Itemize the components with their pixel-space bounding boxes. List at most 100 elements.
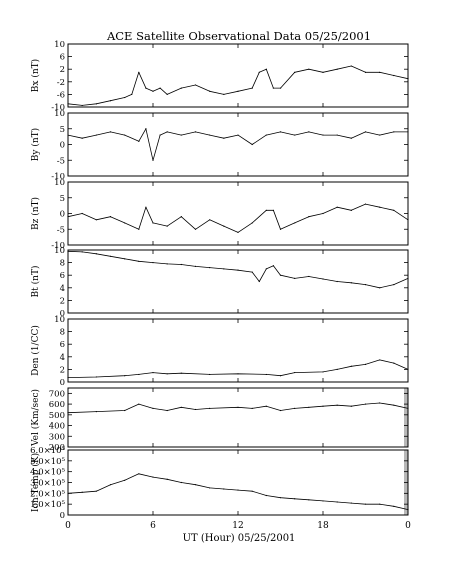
- panel-frame: [67, 181, 409, 246]
- data-point: [95, 253, 97, 255]
- data-point: [308, 406, 310, 408]
- data-point: [152, 222, 154, 224]
- panel-frame: [67, 387, 409, 448]
- data-point: [166, 93, 168, 95]
- panel-5: 10 8 6 4 2 0 Den (1/CC): [30, 315, 409, 388]
- data-point: [272, 265, 275, 267]
- data-point: [180, 406, 182, 408]
- data-point: [251, 222, 253, 224]
- data-point: [237, 406, 239, 408]
- y-tick-label: 5: [60, 194, 65, 204]
- data-point: [223, 268, 225, 270]
- y-tick-label: 300: [49, 432, 65, 442]
- y-tick-label: 2: [60, 365, 65, 375]
- data-point: [393, 131, 395, 133]
- data-point: [279, 228, 282, 230]
- panel-frame: [67, 112, 409, 177]
- y-tick-label: 6: [60, 340, 65, 350]
- data-point: [138, 228, 140, 230]
- data-point: [166, 478, 168, 480]
- y-axis-label: Bt (nT): [30, 266, 41, 298]
- data-point: [194, 84, 197, 86]
- data-point: [364, 403, 367, 405]
- data-point: [379, 134, 381, 136]
- data-point: [350, 209, 352, 211]
- data-point: [81, 251, 83, 253]
- panel-frame: [67, 318, 409, 383]
- data-point: [124, 409, 126, 412]
- panel-1: 10 6 2 -2 -6 -10 Bx (nT): [30, 40, 409, 113]
- data-point: [279, 87, 282, 89]
- data-point: [194, 228, 197, 230]
- data-point: [336, 280, 338, 283]
- data-point: [379, 503, 381, 505]
- series-line: [67, 402, 409, 414]
- y-tick-label: 1.0×10⁵: [30, 500, 65, 510]
- data-point: [152, 407, 154, 409]
- data-point: [308, 131, 310, 133]
- y-tick-label: 0: [60, 210, 65, 220]
- data-point: [95, 103, 97, 105]
- y-axis-label: Ion Temp (K): [30, 453, 41, 512]
- data-point: [407, 78, 409, 80]
- data-point: [407, 131, 409, 133]
- data-point: [336, 206, 338, 208]
- data-point: [350, 365, 352, 367]
- y-axis-label: Den (1/CC): [30, 325, 41, 376]
- y-tick-label: 10: [54, 315, 65, 325]
- data-point: [138, 403, 140, 405]
- y-tick-label: -5: [57, 225, 65, 235]
- y-tick-label: 200: [49, 443, 65, 453]
- y-tick-label: 3.0×10⁵: [30, 479, 65, 489]
- data-point: [67, 250, 69, 252]
- data-point: [322, 500, 324, 502]
- y-tick-label: 400: [49, 422, 65, 432]
- data-point: [152, 371, 154, 374]
- data-point: [209, 267, 211, 269]
- x-tick-label: 0: [405, 521, 411, 531]
- series-line: [67, 250, 409, 289]
- y-axis-label: Vel (Km/sec): [30, 389, 41, 447]
- data-point: [294, 134, 296, 136]
- data-gap-band: [404, 388, 408, 447]
- y-tick-label: 0: [60, 378, 65, 388]
- y-tick-label: -5: [57, 156, 65, 166]
- y-tick-label: 600: [49, 400, 65, 410]
- data-point: [279, 375, 282, 377]
- data-point: [180, 481, 182, 484]
- data-point: [159, 87, 161, 89]
- data-point: [138, 71, 140, 73]
- data-point: [251, 87, 253, 89]
- data-point: [166, 409, 168, 412]
- y-tick-label: 2: [60, 65, 65, 75]
- y-tick-label: 700: [49, 389, 65, 399]
- data-point: [237, 489, 239, 491]
- data-point: [393, 404, 395, 406]
- data-point: [322, 405, 324, 407]
- y-tick-label: -6: [57, 90, 65, 100]
- data-point: [393, 505, 395, 507]
- data-point: [364, 203, 367, 205]
- data-point: [95, 134, 97, 136]
- figure-title: ACE Satellite Observational Data 05/25/2…: [106, 29, 371, 43]
- data-point: [279, 274, 282, 276]
- data-point: [379, 71, 381, 73]
- data-point: [350, 65, 352, 67]
- data-point: [145, 87, 147, 89]
- data-point: [393, 209, 395, 211]
- panel-frame: [67, 43, 409, 108]
- y-axis-label: Bz (nT): [30, 197, 41, 230]
- data-point: [180, 134, 182, 136]
- y-tick-label: -10: [51, 241, 65, 251]
- y-tick-label: -10: [51, 172, 65, 182]
- data-point: [393, 284, 395, 286]
- x-tick-label: 18: [317, 521, 329, 531]
- data-point: [322, 371, 324, 373]
- data-point: [336, 134, 338, 136]
- data-point: [223, 225, 225, 227]
- data-point: [166, 263, 168, 265]
- data-point: [138, 140, 140, 142]
- y-tick-label: 10: [54, 246, 65, 256]
- data-point: [364, 71, 367, 73]
